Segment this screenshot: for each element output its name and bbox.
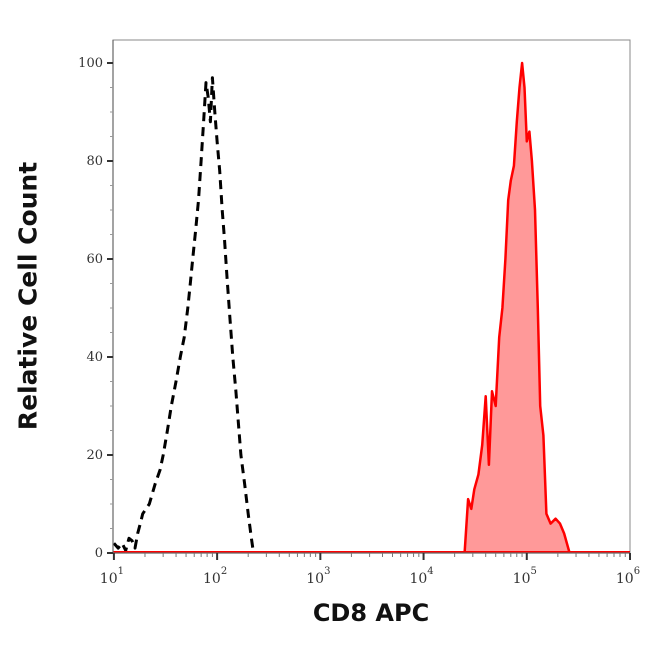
x-tick-label: 105 (513, 566, 537, 587)
y-tick-label: 60 (86, 252, 103, 267)
x-tick-label: 103 (306, 566, 330, 587)
y-tick-label: 20 (86, 448, 103, 463)
stained-histogram-line (463, 61, 571, 554)
y-axis-label: Relative Cell Count (13, 161, 43, 431)
y-tick-label: 80 (86, 154, 103, 169)
y-tick-label: 0 (95, 546, 103, 561)
x-axis-label: CD8 APC (312, 599, 430, 627)
x-tick-label: 104 (409, 566, 433, 587)
x-tick-label: 102 (203, 566, 227, 587)
x-axis-ticks: 101 102 103 104 105 106 (100, 553, 640, 587)
control-histogram-line (112, 76, 255, 554)
x-tick-label: 101 (100, 566, 124, 587)
y-tick-label: 40 (86, 350, 103, 365)
series-layer (112, 61, 630, 554)
y-axis-ticks: 0 20 40 60 80 100 (78, 56, 113, 561)
plot-area (112, 39, 631, 554)
x-tick-label: 106 (616, 566, 640, 587)
y-tick-label: 100 (78, 56, 103, 71)
